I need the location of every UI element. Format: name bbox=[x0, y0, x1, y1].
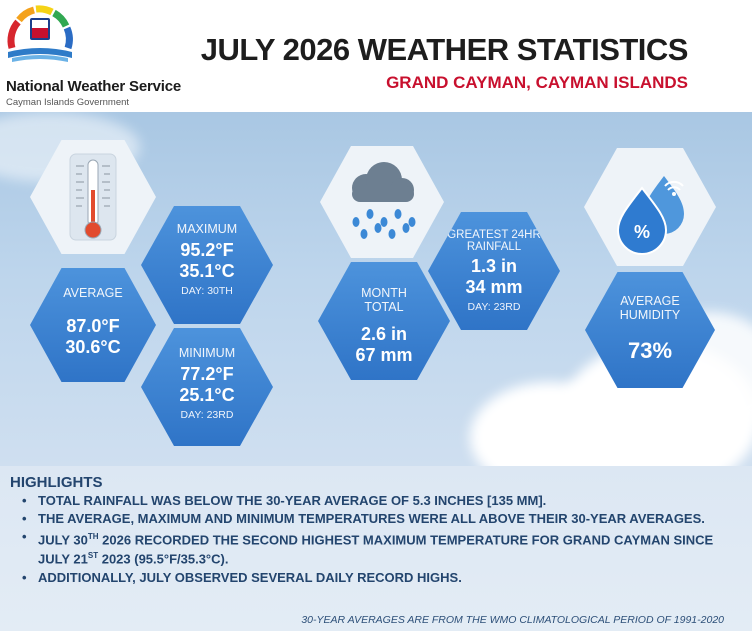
footnote: 30-YEAR AVERAGES ARE FROM THE WMO CLIMAT… bbox=[301, 614, 724, 626]
minimum-fahrenheit: 77.2°F bbox=[180, 364, 234, 384]
statistics-panel: MAXIMUM 95.2°F 35.1°C DAY: 30TH AVERAGE … bbox=[0, 112, 752, 466]
temperature-icon-hex bbox=[30, 140, 156, 254]
highlights-list: TOTAL RAINFALL WAS BELOW THE 30-YEAR AVE… bbox=[22, 493, 738, 588]
greatest-24hr-millimeters: 34 mm bbox=[465, 277, 523, 297]
average-fahrenheit: 87.0°F bbox=[66, 316, 120, 336]
greatest-24hr-inches: 1.3 in bbox=[470, 256, 518, 276]
highlight-item: THE AVERAGE, MAXIMUM AND MINIMUM TEMPERA… bbox=[22, 511, 738, 527]
humidity-drops-icon: % bbox=[616, 176, 684, 255]
average-humidity-hex: AVERAGE HUMIDITY 73% bbox=[585, 272, 715, 388]
highlights-section: HIGHLIGHTS TOTAL RAINFALL WAS BELOW THE … bbox=[0, 466, 752, 631]
humidity-label-line1: AVERAGE bbox=[620, 294, 680, 308]
highlight-item: JULY 30TH 2026 RECORDED THE SECOND HIGHE… bbox=[22, 529, 738, 568]
average-celsius: 30.6°C bbox=[65, 337, 121, 357]
maximum-celsius: 35.1°C bbox=[179, 261, 235, 281]
humidity-icon-hex: % bbox=[584, 148, 716, 266]
month-total-inches: 2.6 in bbox=[360, 324, 408, 344]
maximum-temperature-hex: MAXIMUM 95.2°F 35.1°C DAY: 30TH bbox=[141, 206, 273, 324]
highlight-item: TOTAL RAINFALL WAS BELOW THE 30-YEAR AVE… bbox=[22, 493, 738, 509]
maximum-day: DAY: 30TH bbox=[181, 285, 233, 297]
minimum-temperature-hex: MINIMUM 77.2°F 25.1°C DAY: 23RD bbox=[141, 328, 273, 446]
highlight-text: TOTAL RAINFALL WAS BELOW THE 30-YEAR AVE… bbox=[38, 493, 547, 508]
humidity-value: 73% bbox=[627, 338, 673, 363]
highlight-text-part: JULY 30 bbox=[38, 532, 88, 548]
minimum-label: MINIMUM bbox=[178, 346, 236, 360]
greatest-24hr-rainfall-hex: GREATEST 24HR RAINFALL 1.3 in 34 mm DAY:… bbox=[428, 212, 560, 330]
month-total-label-line1: MONTH bbox=[361, 286, 407, 300]
month-total-millimeters: 67 mm bbox=[355, 345, 413, 365]
ordinal-suffix: ST bbox=[87, 551, 99, 561]
greatest-24hr-label-line1: GREATEST 24HR bbox=[447, 229, 541, 241]
thermometer-icon bbox=[69, 153, 117, 241]
month-total-rainfall-hex: MONTH TOTAL 2.6 in 67 mm bbox=[318, 262, 450, 380]
greatest-24hr-day: DAY: 23RD bbox=[467, 301, 521, 313]
maximum-label: MAXIMUM bbox=[176, 222, 238, 236]
maximum-fahrenheit: 95.2°F bbox=[180, 240, 234, 260]
page-subtitle: GRAND CAYMAN, CAYMAN ISLANDS bbox=[386, 73, 688, 92]
average-label: AVERAGE bbox=[63, 286, 123, 300]
highlight-text-part: 2023 (95.5°F/35.3°C). bbox=[98, 551, 229, 567]
minimum-celsius: 25.1°C bbox=[179, 385, 235, 405]
highlight-text: ADDITIONALLY, JULY OBSERVED SEVERAL DAIL… bbox=[38, 569, 462, 585]
highlight-item: ADDITIONALLY, JULY OBSERVED SEVERAL DAIL… bbox=[22, 570, 738, 586]
month-total-label-line2: TOTAL bbox=[364, 300, 404, 314]
cayman-government-logo-icon bbox=[7, 5, 73, 62]
highlight-text-part: 2026 RECORDED THE SECOND HIGHEST MAXIMUM… bbox=[38, 532, 714, 567]
ordinal-suffix: TH bbox=[87, 532, 99, 541]
rainfall-icon-hex bbox=[320, 146, 444, 258]
org-subtitle: Cayman Islands Government bbox=[6, 97, 130, 108]
humidity-label-line2: HUMIDITY bbox=[619, 308, 681, 322]
highlight-text: THE AVERAGE, MAXIMUM AND MINIMUM TEMPERA… bbox=[38, 511, 705, 526]
average-temperature-hex: AVERAGE 87.0°F 30.6°C bbox=[30, 268, 156, 382]
svg-text:%: % bbox=[634, 222, 650, 242]
page-title: JULY 2026 WEATHER STATISTICS bbox=[200, 32, 689, 67]
org-name: National Weather Service bbox=[6, 78, 181, 95]
highlights-title: HIGHLIGHTS bbox=[10, 474, 103, 491]
header: National Weather Service Cayman Islands … bbox=[0, 0, 752, 112]
greatest-24hr-label-line2: RAINFALL bbox=[466, 241, 522, 253]
rain-cloud-icon bbox=[352, 162, 416, 239]
minimum-day: DAY: 23RD bbox=[180, 409, 234, 421]
